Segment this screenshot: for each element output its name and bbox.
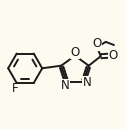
Text: N: N — [83, 76, 91, 89]
Text: N: N — [61, 79, 70, 92]
Text: F: F — [12, 82, 19, 95]
Text: O: O — [92, 37, 101, 50]
Text: O: O — [109, 49, 118, 62]
Text: O: O — [70, 46, 80, 59]
